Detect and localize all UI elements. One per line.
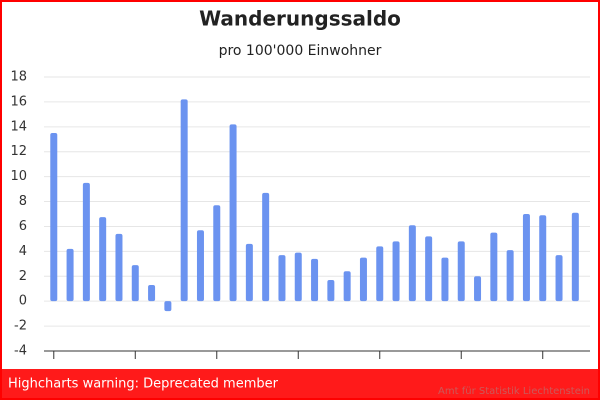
y-tick-label: 6 <box>19 219 27 234</box>
y-tick-label: 8 <box>19 194 27 209</box>
bar <box>457 241 465 302</box>
bar <box>555 255 563 302</box>
bar <box>213 205 221 302</box>
bar <box>245 243 253 302</box>
bar <box>294 252 302 302</box>
y-tick-label: 2 <box>19 269 27 284</box>
y-tick-label: 18 <box>10 70 27 85</box>
bar <box>327 280 335 302</box>
bar <box>571 212 579 302</box>
bar <box>408 225 416 302</box>
y-tick-label: 12 <box>10 144 27 159</box>
bar <box>66 248 74 302</box>
bar <box>425 236 433 302</box>
bar <box>441 257 449 302</box>
bar <box>359 257 367 302</box>
bar <box>180 99 188 302</box>
bar <box>148 284 156 302</box>
bar <box>311 258 319 302</box>
bar <box>376 246 384 302</box>
warning-text: Highcharts warning: Deprecated member <box>8 377 279 392</box>
bar <box>229 124 237 302</box>
bar <box>474 276 482 302</box>
bar <box>506 250 514 302</box>
bar <box>278 255 286 302</box>
chart-subtitle: pro 100'000 Einwohner <box>219 43 382 59</box>
bar <box>392 241 400 302</box>
y-tick-label: 16 <box>10 94 27 109</box>
warning-banner <box>2 369 598 398</box>
chart-title: Wanderungssaldo <box>199 7 401 31</box>
bar <box>262 192 270 302</box>
bar <box>82 182 90 302</box>
y-tick-label: 10 <box>10 169 27 184</box>
bar <box>115 233 123 302</box>
bar <box>490 232 498 302</box>
y-tick-label: -2 <box>14 319 27 334</box>
y-tick-label: 14 <box>10 119 27 134</box>
bar <box>522 214 530 302</box>
bar <box>196 230 204 302</box>
bar <box>50 133 58 302</box>
y-tick-label: 4 <box>19 244 27 259</box>
bar <box>99 217 107 302</box>
y-tick-label: 0 <box>19 294 27 309</box>
bar <box>164 301 172 312</box>
bar <box>539 215 547 302</box>
bar <box>131 265 139 302</box>
bar <box>343 271 351 302</box>
credits: Amt für Statistik Liechtenstein <box>438 386 590 397</box>
y-tick-label: -4 <box>14 344 27 359</box>
